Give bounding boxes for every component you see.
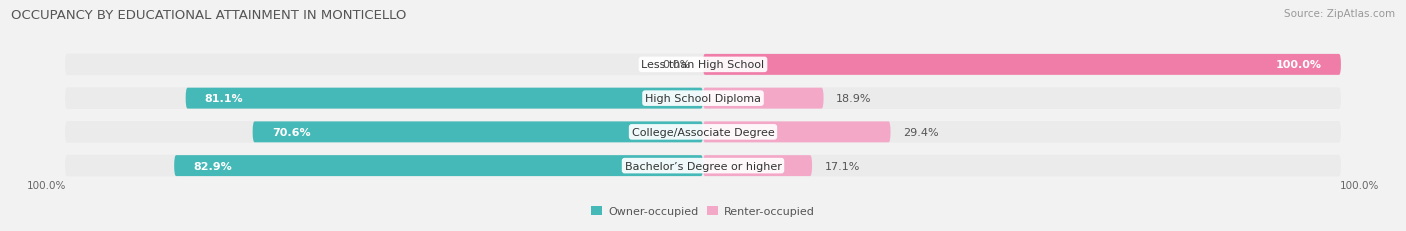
Text: 70.6%: 70.6% — [271, 127, 311, 137]
FancyBboxPatch shape — [65, 122, 1341, 143]
FancyBboxPatch shape — [186, 88, 703, 109]
FancyBboxPatch shape — [65, 54, 1341, 76]
Text: 0.0%: 0.0% — [662, 60, 690, 70]
FancyBboxPatch shape — [174, 155, 703, 176]
Text: OCCUPANCY BY EDUCATIONAL ATTAINMENT IN MONTICELLO: OCCUPANCY BY EDUCATIONAL ATTAINMENT IN M… — [11, 9, 406, 22]
FancyBboxPatch shape — [703, 55, 1341, 76]
Text: 100.0%: 100.0% — [27, 180, 66, 190]
FancyBboxPatch shape — [253, 122, 703, 143]
Text: 81.1%: 81.1% — [205, 94, 243, 104]
FancyBboxPatch shape — [65, 155, 1341, 177]
Text: 100.0%: 100.0% — [1275, 60, 1322, 70]
FancyBboxPatch shape — [703, 88, 824, 109]
FancyBboxPatch shape — [703, 122, 890, 143]
Text: 100.0%: 100.0% — [1340, 180, 1379, 190]
Text: High School Diploma: High School Diploma — [645, 94, 761, 104]
Text: Source: ZipAtlas.com: Source: ZipAtlas.com — [1284, 9, 1395, 19]
Legend: Owner-occupied, Renter-occupied: Owner-occupied, Renter-occupied — [586, 202, 820, 221]
Text: 29.4%: 29.4% — [903, 127, 939, 137]
Text: College/Associate Degree: College/Associate Degree — [631, 127, 775, 137]
Text: 18.9%: 18.9% — [837, 94, 872, 104]
Text: 17.1%: 17.1% — [825, 161, 860, 171]
FancyBboxPatch shape — [65, 88, 1341, 109]
Text: 82.9%: 82.9% — [193, 161, 232, 171]
Text: Less than High School: Less than High School — [641, 60, 765, 70]
FancyBboxPatch shape — [703, 155, 813, 176]
Text: Bachelor’s Degree or higher: Bachelor’s Degree or higher — [624, 161, 782, 171]
